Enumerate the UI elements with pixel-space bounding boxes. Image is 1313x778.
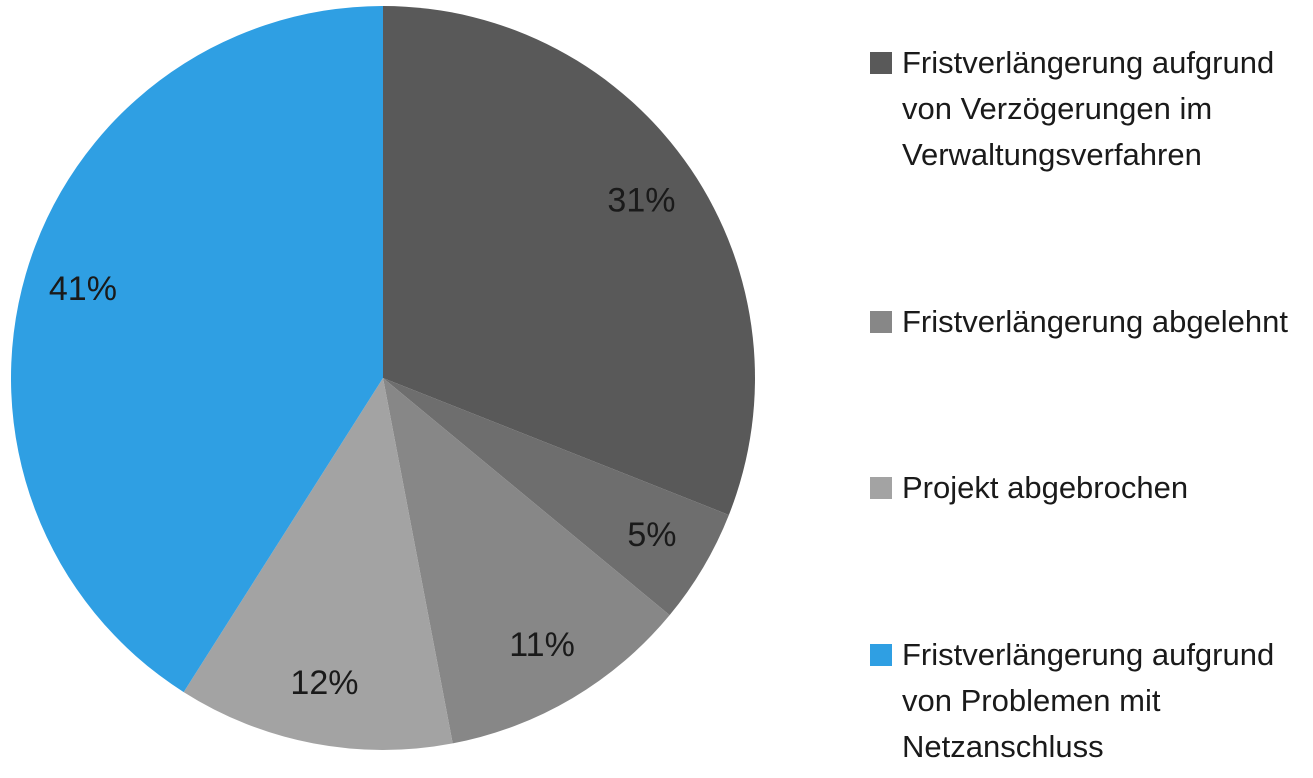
legend-label: Projekt abgebrochen	[902, 470, 1189, 506]
legend-entry: Projekt abgebrochen	[870, 465, 1310, 511]
legend-swatch	[870, 52, 892, 74]
data-label: 31%	[607, 181, 675, 219]
legend-label: Fristverlängerung aufgrund von Problemen…	[902, 636, 1275, 764]
data-label: 11%	[509, 626, 575, 664]
legend-swatch	[870, 477, 892, 500]
pie-slice	[11, 6, 383, 693]
pie-slice	[383, 378, 729, 616]
legend-swatch	[870, 643, 892, 666]
legend-label: Fristverlängerung abgelehnt	[902, 303, 1289, 339]
data-label: 5%	[627, 516, 676, 554]
legend-entry: Fristverlängerung aufgrund von Verzögeru…	[870, 40, 1310, 178]
chart: 31% 5% 11% 12% 41%	[11, 6, 755, 750]
legend: Fristverlängerung aufgrund von Verzögeru…	[870, 40, 1310, 770]
legend-label: Fristverlängerung aufgrund von Verzögeru…	[902, 45, 1275, 172]
pie-slice	[183, 378, 453, 750]
data-label: 12%	[290, 664, 358, 702]
pie-slice	[383, 6, 755, 515]
legend-swatch	[870, 310, 892, 333]
legend-entry: Fristverlängerung abgelehnt	[870, 299, 1310, 345]
data-label: 41%	[49, 270, 117, 308]
legend-entry: Fristverlängerung aufgrund von Problemen…	[870, 632, 1310, 770]
pie-slice	[383, 378, 670, 744]
